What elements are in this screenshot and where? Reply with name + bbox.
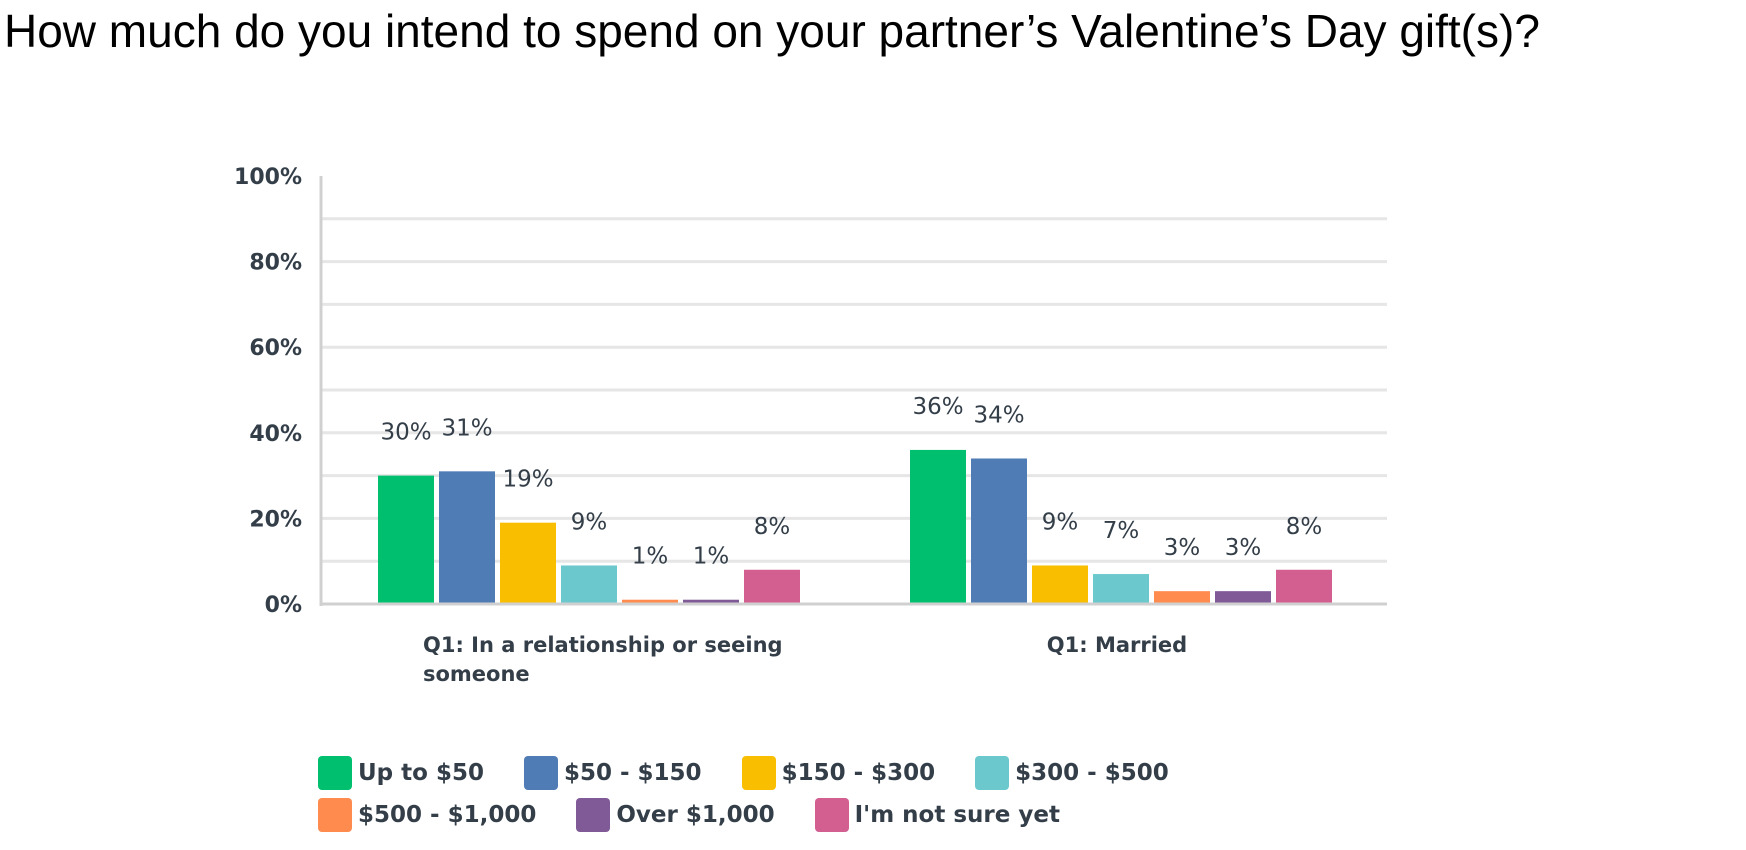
bar [1032, 565, 1088, 604]
category-label: Q1: Married [1047, 633, 1187, 657]
bar [1276, 569, 1332, 604]
bar-data-label: 34% [973, 402, 1024, 428]
bar [622, 599, 678, 604]
legend-label: $500 - $1,000 [358, 802, 537, 828]
bar-data-label: 36% [912, 394, 963, 420]
legend-swatch [975, 756, 1010, 790]
legend-item: $50 - $150 [523, 756, 702, 790]
bar-data-label: 30% [380, 420, 431, 446]
grid-lines [321, 217, 1387, 563]
bar [378, 475, 434, 604]
legend-swatch [523, 756, 558, 790]
bar [1215, 591, 1271, 604]
bar-data-label: 8% [754, 514, 791, 540]
y-tick-label: 100% [234, 165, 302, 190]
bar-data-label: 1% [632, 544, 669, 570]
legend: Up to $50 $50 - $150 $150 - $300 $300 - $50… [318, 756, 1258, 832]
legend-swatch [318, 756, 352, 790]
legend-label: $300 - $500 [1015, 760, 1169, 786]
legend-label: $150 - $300 [781, 760, 936, 786]
legend-swatch [814, 798, 849, 832]
y-tick-label: 20% [249, 507, 302, 532]
bar-data-label: 1% [693, 544, 730, 570]
bar-data-label: 7% [1103, 518, 1140, 544]
legend-swatch [576, 798, 611, 832]
bar-data-label: 9% [1042, 509, 1079, 535]
y-tick-label: 0% [265, 593, 302, 618]
y-tick-label: 60% [249, 336, 302, 361]
bars [378, 449, 1332, 604]
bar [744, 569, 800, 604]
legend-label: $50 - $150 [563, 760, 702, 786]
bar-data-label: 9% [571, 509, 608, 535]
legend-label: Over $1,000 [616, 802, 775, 828]
legend-label: I'm not sure yet [854, 802, 1060, 828]
legend-item: $500 - $1,000 [318, 798, 536, 832]
y-tick-label: 40% [249, 422, 302, 447]
y-axis-tick-labels: 100% 80% 60% 40% 20% 0% [234, 165, 302, 618]
bar [1154, 591, 1210, 604]
bar [683, 599, 739, 604]
x-axis-category-labels: Q1: In a relationship or seeing someone Q1… [423, 633, 1187, 686]
page-title: How much do you intend to spend on your … [4, 5, 1540, 57]
data-labels: 30% 31% 19% 9% 1% 1% 8% 36% 34% 9% 7% 3% 3% 8% [380, 394, 1322, 570]
bar-data-label: 3% [1225, 535, 1262, 561]
bar [910, 449, 966, 604]
category-label: Q1: In a relationship or seeing someone [423, 633, 783, 686]
bar [500, 522, 556, 604]
legend-item: $150 - $300 [741, 756, 936, 790]
bar [439, 471, 495, 604]
bar-data-label: 3% [1164, 535, 1201, 561]
axes [319, 176, 1387, 606]
bar-data-label: 31% [441, 415, 492, 441]
legend-label: Up to $50 [358, 760, 484, 786]
y-tick-label: 80% [249, 251, 302, 276]
legend-swatch [741, 756, 776, 790]
bar-data-label: 19% [502, 467, 553, 493]
legend-item: I'm not sure yet [814, 798, 1060, 832]
bar-data-label: 8% [1286, 514, 1323, 540]
legend-row: $500 - $1,000 Over $1,000 I'm not sure yet [318, 798, 1258, 832]
legend-swatch [318, 798, 352, 832]
bar [971, 458, 1027, 604]
legend-item: Over $1,000 [576, 798, 775, 832]
bar [561, 565, 617, 604]
bar [1093, 574, 1149, 604]
legend-item: $300 - $500 [975, 756, 1169, 790]
legend-item: Up to $50 [318, 756, 484, 790]
legend-row: Up to $50 $50 - $150 $150 - $300 $300 - $50… [318, 756, 1258, 790]
